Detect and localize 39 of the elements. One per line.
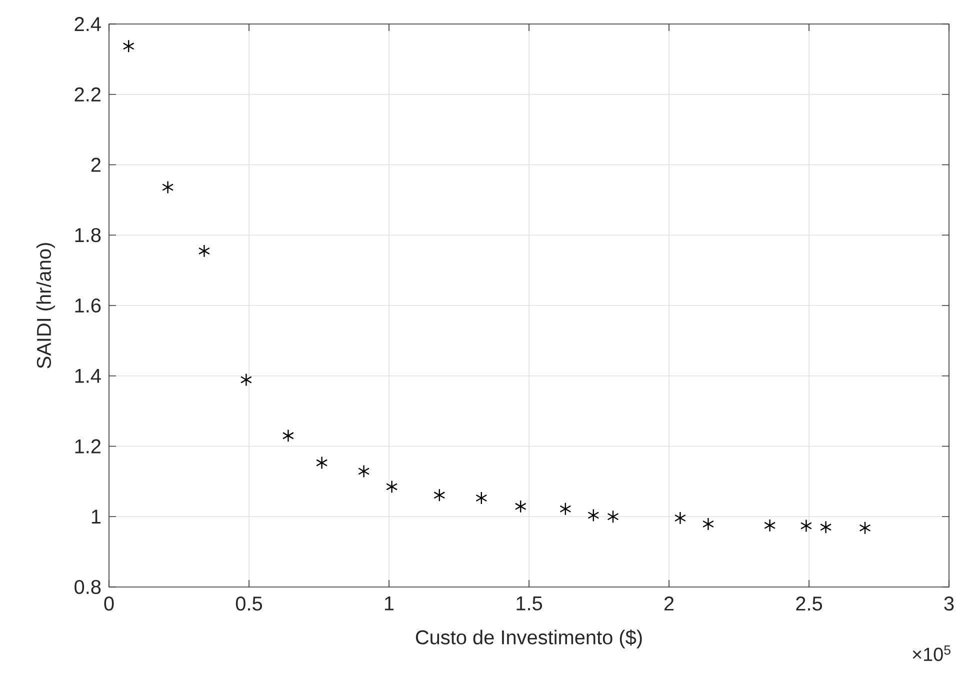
x-tick-label: 3 [944, 596, 954, 611]
point [198, 244, 210, 258]
point [560, 502, 572, 516]
y-tick-label: 1.8 [75, 228, 101, 242]
point [386, 480, 398, 494]
x-tick-label: 1.5 [516, 596, 542, 610]
point [820, 520, 832, 534]
point [122, 40, 134, 53]
point [702, 517, 714, 531]
point [358, 464, 370, 478]
point [240, 373, 252, 386]
point [514, 500, 526, 513]
y-tick-label: 1.6 [75, 298, 101, 313]
point [162, 180, 174, 194]
y-axis-title: SAIDI (hr/ano) [36, 243, 55, 368]
point [282, 429, 294, 442]
x-tick-label: 2.5 [796, 596, 822, 611]
point [859, 521, 871, 534]
point [674, 511, 686, 525]
point [434, 488, 446, 502]
x-tick-label: 0 [104, 596, 114, 611]
point [607, 510, 619, 524]
y-tick-label: 2 [91, 158, 100, 172]
point [800, 519, 812, 532]
y-tick-label: 1 [92, 510, 101, 524]
text: ×10$^{5}$ [912, 646, 950, 662]
x-tick-label: 2 [664, 596, 674, 610]
x-axis-title: Custo de Investimento ($) [416, 629, 642, 648]
y-tick-label: 2.2 [74, 87, 100, 102]
point [588, 508, 600, 522]
y-tick-label: 2.4 [74, 17, 101, 31]
y-tick-label: 1.4 [75, 369, 101, 383]
y-tick-label: 1.2 [75, 439, 100, 454]
y-tick-label: 0.8 [74, 580, 101, 594]
x-tick-label: 0.5 [236, 596, 262, 611]
point [476, 491, 488, 505]
point [764, 518, 776, 532]
point [316, 456, 328, 470]
x-tick-label: 1 [384, 596, 394, 610]
